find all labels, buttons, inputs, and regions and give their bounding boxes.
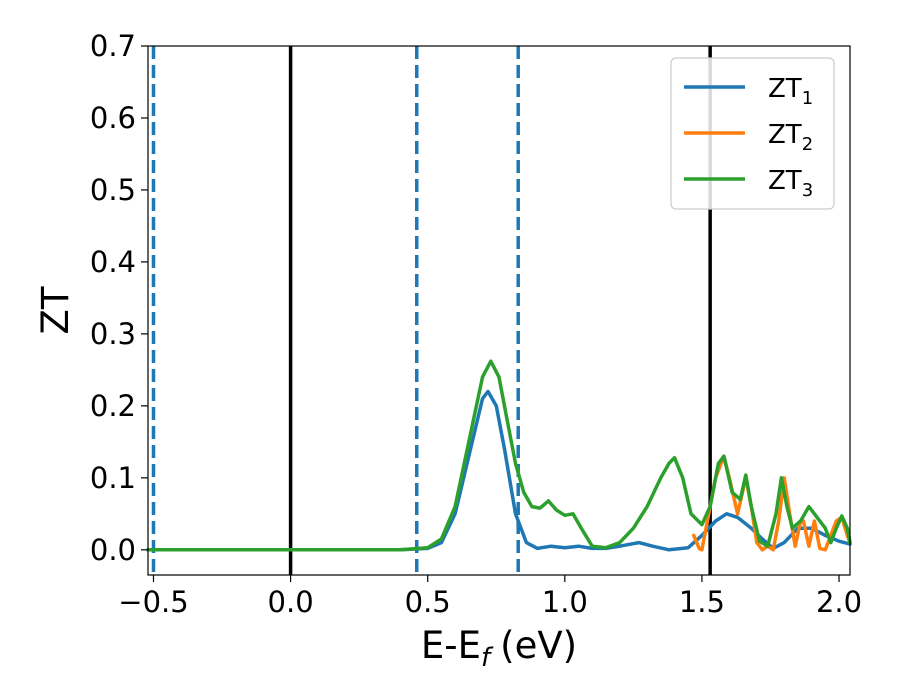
- x-axis-ticks: −0.5 0.0 0.5 1.0 1.5 2.0: [118, 575, 862, 619]
- legend-box: [670, 57, 835, 210]
- x-tick-label: 1.0: [542, 585, 588, 619]
- series-line-ZT3: [146, 359, 852, 552]
- legend: ZT1 ZT2 ZT3: [670, 57, 835, 210]
- x-axis-label-sub: f: [481, 643, 494, 673]
- y-axis-label: ZT: [34, 286, 77, 334]
- x-axis-label: E-Ef (eV): [421, 624, 577, 673]
- x-tick-label: 0.0: [268, 585, 314, 619]
- x-axis-label-main: E-E: [421, 624, 481, 667]
- series-line-ZT1: [146, 389, 852, 552]
- y-tick-label: 0.5: [90, 173, 136, 207]
- y-axis-ticks: 0.0 0.1 0.2 0.3 0.4 0.5 0.6 0.7: [90, 29, 148, 567]
- vertical-reference-lines: [151, 46, 712, 575]
- y-tick-label: 0.4: [90, 245, 136, 279]
- y-tick-label: 0.2: [90, 389, 136, 423]
- y-tick-label: 0.3: [90, 317, 136, 351]
- x-tick-label: 0.5: [405, 585, 451, 619]
- y-tick-label: 0.1: [90, 461, 136, 495]
- y-tick-label: 0.7: [90, 29, 136, 63]
- x-tick-label: 1.5: [679, 585, 725, 619]
- legend-label-ZT2: ZT2: [768, 120, 813, 155]
- x-tick-label: −0.5: [118, 585, 188, 619]
- legend-label-ZT3: ZT3: [768, 166, 813, 201]
- legend-label-ZT1: ZT1: [768, 74, 813, 109]
- plot-frame: [147, 45, 851, 576]
- y-tick-label: 0.0: [90, 533, 136, 567]
- y-tick-label: 0.6: [90, 101, 136, 135]
- x-tick-label: 2.0: [816, 585, 862, 619]
- series-line-ZT2: [691, 454, 852, 552]
- series-lines: [146, 359, 852, 552]
- x-axis-label-unit: (eV): [500, 624, 577, 667]
